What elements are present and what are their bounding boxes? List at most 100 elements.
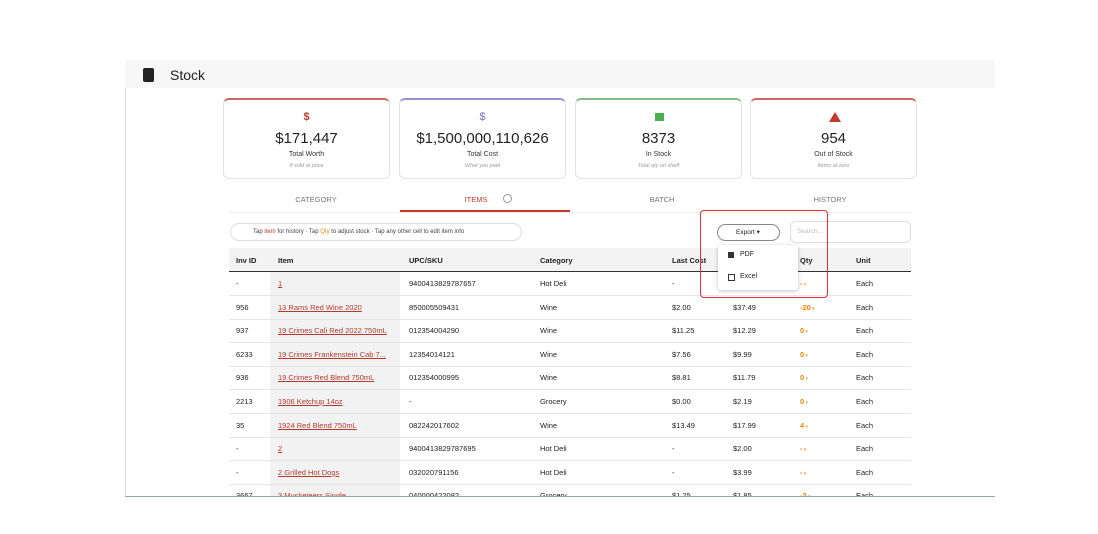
- tab[interactable]: CATEGORY: [295, 195, 337, 204]
- sorted-column: [270, 272, 400, 496]
- tab-divider: [229, 212, 911, 213]
- inv-id: -: [236, 279, 239, 288]
- card-value: $171,447: [275, 130, 338, 147]
- price: $3.99: [733, 467, 752, 477]
- qty-value[interactable]: - ▾: [800, 467, 807, 477]
- export-button[interactable]: Export ▾: [717, 224, 780, 241]
- unit: Each: [856, 444, 874, 454]
- item-link[interactable]: 1924 Red Blend 750mL: [278, 420, 357, 430]
- table: Inv ID Item UPC/SKU Category Last Cost Qty Uni…: [229, 248, 911, 496]
- card: 8373 In Stock Total qty on shelf: [575, 98, 742, 179]
- qty-caret: ▾: [802, 470, 807, 477]
- upc: 12354014121: [409, 349, 455, 359]
- price: $37.49: [733, 302, 756, 312]
- item-link[interactable]: 3 Musketeers Single: [278, 491, 346, 496]
- inv-id: -: [236, 444, 239, 454]
- qty-value[interactable]: 0 ▾: [800, 349, 809, 359]
- qty-value[interactable]: - ▾: [800, 444, 807, 454]
- column-header: Item: [278, 256, 294, 265]
- upc: 032020791156: [409, 467, 459, 477]
- inv-id: 35: [236, 420, 245, 430]
- upc: 082242017602: [409, 420, 460, 430]
- hint-text: to adjust stock · Tap any other cell to …: [329, 229, 465, 235]
- pdf-icon: [728, 252, 734, 258]
- item-link[interactable]: 19 Crimes Frankenstein Cab 7...: [278, 349, 386, 359]
- tab-active[interactable]: ITEMS: [464, 195, 488, 204]
- inv-id: 6233: [236, 349, 253, 359]
- card-note: Items at zero: [817, 163, 850, 169]
- qty-value[interactable]: 4 ▾: [800, 420, 809, 430]
- price: $11.79: [733, 373, 756, 383]
- qty-value[interactable]: 0 ▾: [800, 326, 809, 336]
- qty-value[interactable]: 0 ▾: [800, 373, 809, 383]
- search-input[interactable]: Search...: [790, 221, 911, 243]
- hint-text: Tap: [253, 229, 265, 235]
- item-link[interactable]: 1906 Ketchup 14oz: [278, 397, 343, 406]
- column-header: Inv ID: [236, 256, 257, 265]
- item-link[interactable]: 1: [278, 279, 283, 288]
- card-value: 8373: [641, 130, 676, 147]
- card-note: If sold at price: [289, 163, 324, 169]
- item-link[interactable]: 19 Crimes Cali Red 2022 750mL: [278, 326, 387, 336]
- highlight-box: [700, 210, 828, 298]
- hint-item: item: [264, 229, 276, 235]
- card: 954 Out of Stock Items at zero: [750, 98, 917, 179]
- column-header: Category: [540, 256, 573, 265]
- category: Grocery: [540, 491, 567, 496]
- inv-id: 956: [236, 302, 249, 312]
- card-note: Total qty on shelf: [637, 163, 680, 169]
- tab[interactable]: BATCH: [649, 195, 675, 204]
- card-value: 954: [820, 130, 847, 147]
- price: $12.29: [733, 326, 756, 336]
- column-header: UPC/SKU: [409, 256, 443, 265]
- clipboard-icon: [143, 68, 154, 82]
- menu-option[interactable]: PDF: [740, 251, 754, 258]
- qty-value[interactable]: -2 ▾: [800, 491, 811, 496]
- last-cost: $7.56: [672, 349, 691, 359]
- inv-id: 3667: [236, 491, 253, 496]
- page-title: Stock: [170, 67, 206, 83]
- row-divider: [229, 483, 911, 485]
- price: $9.99: [733, 349, 752, 359]
- menu-option[interactable]: Excel: [740, 273, 758, 280]
- category: Wine: [540, 326, 558, 336]
- unit: Each: [856, 397, 874, 406]
- upc: 9400413829787657: [409, 279, 476, 288]
- last-cost: $11.25: [672, 326, 695, 336]
- qty-caret: ▾: [802, 447, 807, 454]
- inv-id: 937: [236, 326, 249, 336]
- item-link[interactable]: 13 Rams Red Wine 2020: [278, 302, 362, 312]
- last-cost: $2.00: [672, 302, 691, 312]
- frame-bottom: [125, 496, 995, 497]
- upc: 012354004290: [409, 326, 460, 336]
- inv-id: -: [236, 467, 239, 477]
- row-divider: [229, 365, 911, 367]
- qty-value[interactable]: -20 ▾: [800, 302, 815, 312]
- last-cost: -: [672, 444, 675, 454]
- unit: Each: [856, 420, 874, 430]
- help-icon: [503, 194, 512, 203]
- item-link[interactable]: 19 Crimes Red Blend 750mL: [278, 373, 375, 383]
- qty-caret: ▾: [804, 329, 809, 336]
- qty-value[interactable]: - ▾: [800, 279, 807, 288]
- price: $17.99: [733, 420, 756, 430]
- qty-caret: ▾: [804, 400, 809, 406]
- row-divider: [229, 460, 911, 462]
- unit: Each: [856, 349, 874, 359]
- last-cost: $8.81: [672, 373, 691, 383]
- item-link[interactable]: 2 Grilled Hot Dogs: [278, 467, 340, 477]
- category: Hot Deli: [540, 467, 567, 477]
- unit: Each: [856, 279, 874, 288]
- tab[interactable]: HISTORY: [813, 195, 847, 204]
- last-cost: $0.00: [672, 397, 691, 406]
- row-divider: [229, 436, 911, 438]
- qty-value[interactable]: 0 ▾: [800, 397, 809, 406]
- qty-caret: ▾: [804, 352, 809, 359]
- category: Hot Deli: [540, 444, 567, 454]
- item-link[interactable]: 2: [278, 444, 283, 454]
- price: $2.00: [733, 444, 752, 454]
- qty-caret: ▾: [804, 376, 809, 383]
- category: Hot Deli: [540, 279, 567, 288]
- row-divider: [229, 413, 911, 414]
